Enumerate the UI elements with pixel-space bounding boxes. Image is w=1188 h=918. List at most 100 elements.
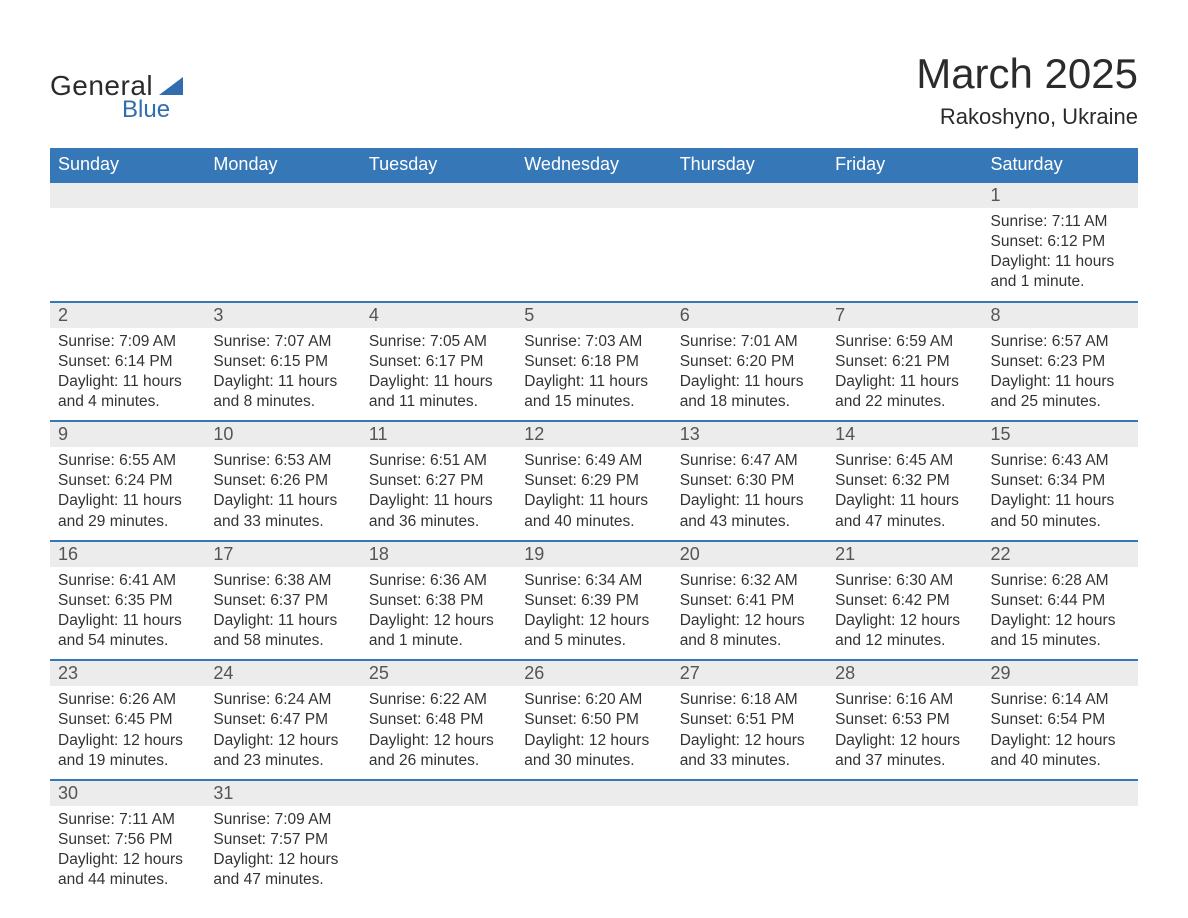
day-number: 10 (213, 424, 233, 444)
day-body-cell (827, 208, 982, 302)
sunrise-text: Sunrise: 6:28 AM (991, 571, 1130, 591)
daylight-text: Daylight: 11 hours (213, 611, 352, 631)
calendar-table: Sunday Monday Tuesday Wednesday Thursday… (50, 148, 1138, 898)
day-number-cell: 16 (50, 541, 205, 567)
day-number: 5 (524, 305, 534, 325)
sunset-text: Sunset: 6:45 PM (58, 710, 197, 730)
day-body-row: Sunrise: 6:41 AMSunset: 6:35 PMDaylight:… (50, 567, 1138, 661)
daylight-text: and 50 minutes. (991, 512, 1130, 532)
sunset-text: Sunset: 6:50 PM (524, 710, 663, 730)
day-body-cell: Sunrise: 6:18 AMSunset: 6:51 PMDaylight:… (672, 686, 827, 780)
day-number: 27 (680, 663, 700, 683)
day-body-cell (50, 208, 205, 302)
daylight-text: Daylight: 12 hours (369, 731, 508, 751)
day-number-cell: 25 (361, 660, 516, 686)
day-number-row: 1 (50, 182, 1138, 208)
sunrise-text: Sunrise: 7:03 AM (524, 332, 663, 352)
daylight-text: Daylight: 11 hours (58, 372, 197, 392)
day-number-cell: 29 (983, 660, 1138, 686)
day-number-cell: 31 (205, 780, 360, 806)
daylight-text: and 33 minutes. (680, 751, 819, 771)
day-body-cell: Sunrise: 7:09 AMSunset: 6:14 PMDaylight:… (50, 328, 205, 422)
sunset-text: Sunset: 6:44 PM (991, 591, 1130, 611)
daylight-text: Daylight: 12 hours (213, 731, 352, 751)
daylight-text: Daylight: 11 hours (680, 491, 819, 511)
daylight-text: and 40 minutes. (524, 512, 663, 532)
day-body-cell: Sunrise: 6:45 AMSunset: 6:32 PMDaylight:… (827, 447, 982, 541)
day-body-cell (672, 208, 827, 302)
day-number: 9 (58, 424, 68, 444)
daylight-text: and 44 minutes. (58, 870, 197, 890)
day-number: 2 (58, 305, 68, 325)
sunrise-text: Sunrise: 6:36 AM (369, 571, 508, 591)
daylight-text: and 40 minutes. (991, 751, 1130, 771)
sunset-text: Sunset: 6:53 PM (835, 710, 974, 730)
day-number-cell (361, 780, 516, 806)
sunrise-text: Sunrise: 7:09 AM (213, 810, 352, 830)
daylight-text: and 47 minutes. (835, 512, 974, 532)
sunset-text: Sunset: 6:51 PM (680, 710, 819, 730)
day-body-row: Sunrise: 6:26 AMSunset: 6:45 PMDaylight:… (50, 686, 1138, 780)
day-number: 15 (991, 424, 1011, 444)
logo-triangle-icon (159, 77, 183, 95)
day-number-cell (672, 780, 827, 806)
daylight-text: Daylight: 11 hours (58, 491, 197, 511)
sunset-text: Sunset: 6:37 PM (213, 591, 352, 611)
day-body-cell: Sunrise: 6:51 AMSunset: 6:27 PMDaylight:… (361, 447, 516, 541)
sunset-text: Sunset: 6:47 PM (213, 710, 352, 730)
day-number-cell: 19 (516, 541, 671, 567)
sunrise-text: Sunrise: 7:01 AM (680, 332, 819, 352)
day-body-cell: Sunrise: 6:57 AMSunset: 6:23 PMDaylight:… (983, 328, 1138, 422)
daylight-text: Daylight: 12 hours (680, 611, 819, 631)
sunset-text: Sunset: 6:39 PM (524, 591, 663, 611)
daylight-text: and 25 minutes. (991, 392, 1130, 412)
daylight-text: Daylight: 11 hours (835, 372, 974, 392)
sunrise-text: Sunrise: 6:20 AM (524, 690, 663, 710)
day-body-cell: Sunrise: 6:59 AMSunset: 6:21 PMDaylight:… (827, 328, 982, 422)
day-body-cell: Sunrise: 6:14 AMSunset: 6:54 PMDaylight:… (983, 686, 1138, 780)
sunset-text: Sunset: 6:27 PM (369, 471, 508, 491)
day-number-cell: 28 (827, 660, 982, 686)
sunrise-text: Sunrise: 6:14 AM (991, 690, 1130, 710)
sunrise-text: Sunrise: 6:53 AM (213, 451, 352, 471)
day-body-cell: Sunrise: 6:20 AMSunset: 6:50 PMDaylight:… (516, 686, 671, 780)
day-number-row: 9101112131415 (50, 421, 1138, 447)
day-number-cell: 8 (983, 302, 1138, 328)
weekday-header: Sunday (50, 148, 205, 182)
day-number: 6 (680, 305, 690, 325)
daylight-text: Daylight: 11 hours (58, 611, 197, 631)
daylight-text: Daylight: 11 hours (369, 491, 508, 511)
daylight-text: Daylight: 11 hours (991, 491, 1130, 511)
day-number: 19 (524, 544, 544, 564)
day-body-cell: Sunrise: 6:28 AMSunset: 6:44 PMDaylight:… (983, 567, 1138, 661)
daylight-text: Daylight: 12 hours (213, 850, 352, 870)
sunrise-text: Sunrise: 6:47 AM (680, 451, 819, 471)
day-body-cell: Sunrise: 6:36 AMSunset: 6:38 PMDaylight:… (361, 567, 516, 661)
daylight-text: Daylight: 11 hours (835, 491, 974, 511)
daylight-text: and 12 minutes. (835, 631, 974, 651)
daylight-text: and 29 minutes. (58, 512, 197, 532)
sunrise-text: Sunrise: 7:11 AM (58, 810, 197, 830)
daylight-text: and 30 minutes. (524, 751, 663, 771)
day-number: 24 (213, 663, 233, 683)
daylight-text: and 37 minutes. (835, 751, 974, 771)
day-number-cell: 2 (50, 302, 205, 328)
day-number-row: 2345678 (50, 302, 1138, 328)
day-body-cell: Sunrise: 7:03 AMSunset: 6:18 PMDaylight:… (516, 328, 671, 422)
weekday-header-row: Sunday Monday Tuesday Wednesday Thursday… (50, 148, 1138, 182)
sunrise-text: Sunrise: 6:18 AM (680, 690, 819, 710)
daylight-text: and 4 minutes. (58, 392, 197, 412)
daylight-text: and 11 minutes. (369, 392, 508, 412)
day-number-row: 30 31 (50, 780, 1138, 806)
sunset-text: Sunset: 7:57 PM (213, 830, 352, 850)
day-number-cell (516, 182, 671, 208)
daylight-text: Daylight: 12 hours (369, 611, 508, 631)
daylight-text: Daylight: 12 hours (835, 731, 974, 751)
daylight-text: Daylight: 12 hours (835, 611, 974, 631)
day-number-cell: 21 (827, 541, 982, 567)
day-number-cell (672, 182, 827, 208)
day-number: 4 (369, 305, 379, 325)
weekday-header: Wednesday (516, 148, 671, 182)
day-number-cell: 11 (361, 421, 516, 447)
day-number: 30 (58, 783, 78, 803)
